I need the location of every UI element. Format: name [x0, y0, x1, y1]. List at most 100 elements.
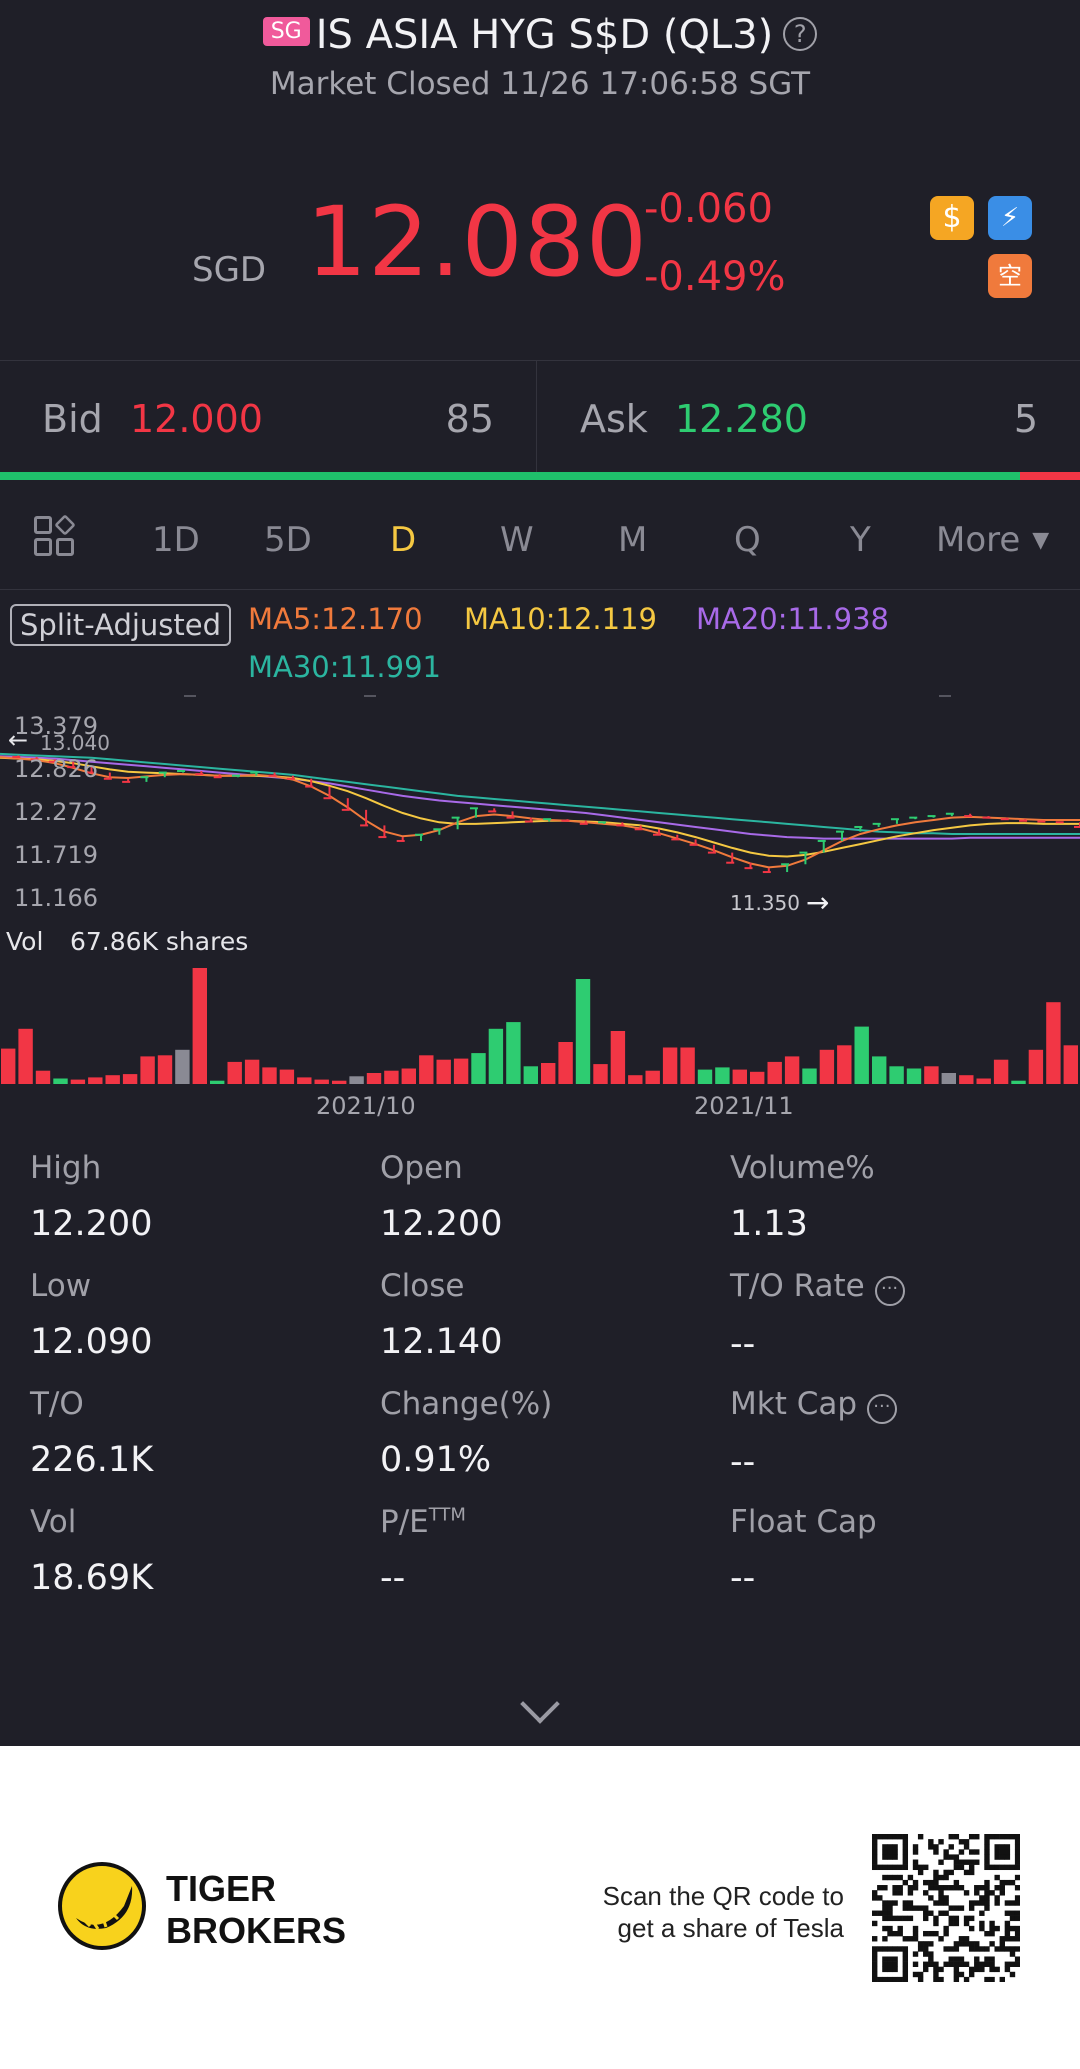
qr-module: [1009, 1946, 1016, 1952]
bid-price: 12.000: [130, 397, 263, 441]
qr-module: [923, 1951, 929, 1957]
qr-module: [974, 1946, 980, 1952]
qr-module: [882, 1874, 888, 1881]
qr-module: [999, 1946, 1005, 1952]
qr-module: [948, 1869, 954, 1876]
qr-module: [994, 1844, 1000, 1850]
volume-bar: [541, 1063, 556, 1084]
qr-module: [907, 1874, 914, 1881]
more-dots-icon[interactable]: ···: [874, 1276, 905, 1306]
qr-module: [974, 1859, 980, 1865]
volume-bar: [802, 1068, 817, 1084]
qr-module: [999, 1849, 1005, 1855]
bid-panel[interactable]: Bid 12.000 85: [0, 361, 536, 473]
tab-q[interactable]: Q: [734, 520, 761, 560]
ask-panel[interactable]: Ask 12.280 5: [537, 361, 1080, 473]
qr-module: [974, 1966, 980, 1973]
qr-module: [968, 1834, 975, 1840]
qr-module: [938, 1874, 944, 1881]
stat-label: High: [30, 1150, 102, 1186]
tab-1d[interactable]: 1D: [152, 520, 200, 560]
volume-bar: [140, 1056, 155, 1084]
more-dots-icon[interactable]: ···: [866, 1394, 897, 1424]
tiger-logo-icon: [58, 1862, 146, 1950]
qr-module: [887, 1956, 893, 1962]
qr-module: [1009, 1910, 1016, 1916]
tab-m[interactable]: M: [618, 520, 648, 560]
question-circle-icon[interactable]: ?: [783, 17, 818, 51]
qr-module: [907, 1885, 914, 1891]
qr-module: [989, 1956, 995, 1962]
promo-text: Scan the QR code to get a share of Tesla: [560, 1880, 844, 1944]
qr-module: [948, 1956, 954, 1962]
qr-module: [984, 1895, 990, 1901]
qr-module: [984, 1879, 990, 1886]
qr-module: [1004, 1864, 1011, 1871]
volume-bar: [175, 1049, 190, 1084]
qr-module: [938, 1859, 944, 1865]
qr-module: [902, 1864, 909, 1871]
qr-module: [968, 1849, 975, 1855]
qr-module: [1014, 1849, 1020, 1855]
tab-w[interactable]: W: [500, 520, 534, 560]
qr-module: [887, 1874, 893, 1881]
qr-module: [984, 1834, 990, 1840]
y-tick-label: 12.826: [14, 755, 98, 783]
qr-module: [912, 1936, 919, 1942]
qr-module: [923, 1905, 929, 1911]
tab-d[interactable]: D: [390, 520, 417, 560]
qr-module: [994, 1864, 1000, 1871]
qr-module: [902, 1915, 909, 1922]
ma10-value: MA10:12.119: [464, 602, 658, 636]
volume-bar: [297, 1077, 312, 1084]
qr-module: [994, 1874, 1000, 1881]
qr-module: [892, 1890, 898, 1896]
qr-module: [999, 1941, 1005, 1947]
tab-5d[interactable]: 5D: [264, 520, 312, 560]
moving-average-lines: [0, 752, 1080, 869]
left-price-marker: 13.040: [40, 731, 110, 755]
last-price: 12.080: [306, 186, 648, 298]
qr-module: [882, 1900, 888, 1906]
tab-y[interactable]: Y: [850, 520, 871, 560]
qr-module: [928, 1885, 934, 1891]
bid-ratio-bar: [0, 472, 1020, 480]
qr-module: [887, 1900, 893, 1906]
volume-bar: [715, 1067, 730, 1084]
qr-module: [902, 1966, 909, 1973]
qr-module: [999, 1890, 1005, 1896]
qr-module: [1014, 1839, 1020, 1845]
qr-module: [963, 1941, 970, 1947]
qr-module: [1004, 1834, 1011, 1840]
short-icon[interactable]: 空: [988, 254, 1032, 298]
layout-grid-icon[interactable]: [34, 514, 78, 560]
lightning-icon[interactable]: ⚡: [988, 196, 1032, 240]
qr-module: [877, 1864, 883, 1871]
qr-module: [897, 1915, 903, 1922]
qr-module: [974, 1885, 980, 1891]
dollar-icon[interactable]: $: [930, 196, 974, 240]
qr-module: [943, 1869, 949, 1876]
qr-code[interactable]: [872, 1834, 1020, 1982]
qr-module: [974, 1834, 980, 1840]
volume-bar: [872, 1056, 887, 1084]
qr-module: [968, 1869, 975, 1876]
qr-module: [1014, 1874, 1020, 1881]
tab-more[interactable]: More ▼: [936, 520, 1049, 560]
stat-value: 0.91%: [380, 1440, 492, 1480]
left-arrow-icon: ←: [8, 726, 28, 754]
qr-module: [917, 1971, 924, 1978]
split-adjusted-toggle[interactable]: Split-Adjusted: [10, 604, 232, 646]
chevron-down-icon[interactable]: [520, 1684, 560, 1724]
qr-module: [902, 1839, 909, 1845]
qr-module: [968, 1859, 975, 1865]
ask-price: 12.280: [675, 397, 808, 441]
qr-module: [979, 1961, 985, 1967]
volume-bar: [906, 1068, 922, 1084]
qr-module: [999, 1854, 1005, 1860]
bid-ask-divider: [536, 361, 537, 473]
qr-module: [933, 1885, 939, 1891]
more-label: More: [936, 520, 1021, 560]
qr-module: [963, 1936, 970, 1942]
